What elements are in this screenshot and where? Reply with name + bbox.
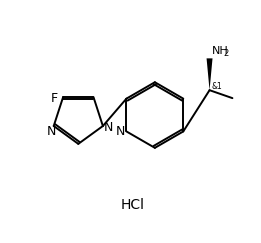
Polygon shape <box>206 58 212 90</box>
Text: N: N <box>104 121 114 133</box>
Text: &1: &1 <box>211 82 222 91</box>
Text: 2: 2 <box>223 49 229 58</box>
Text: HCl: HCl <box>121 198 145 211</box>
Text: NH: NH <box>211 46 228 56</box>
Text: N: N <box>47 125 56 139</box>
Text: F: F <box>51 92 58 104</box>
Text: N: N <box>116 125 125 138</box>
